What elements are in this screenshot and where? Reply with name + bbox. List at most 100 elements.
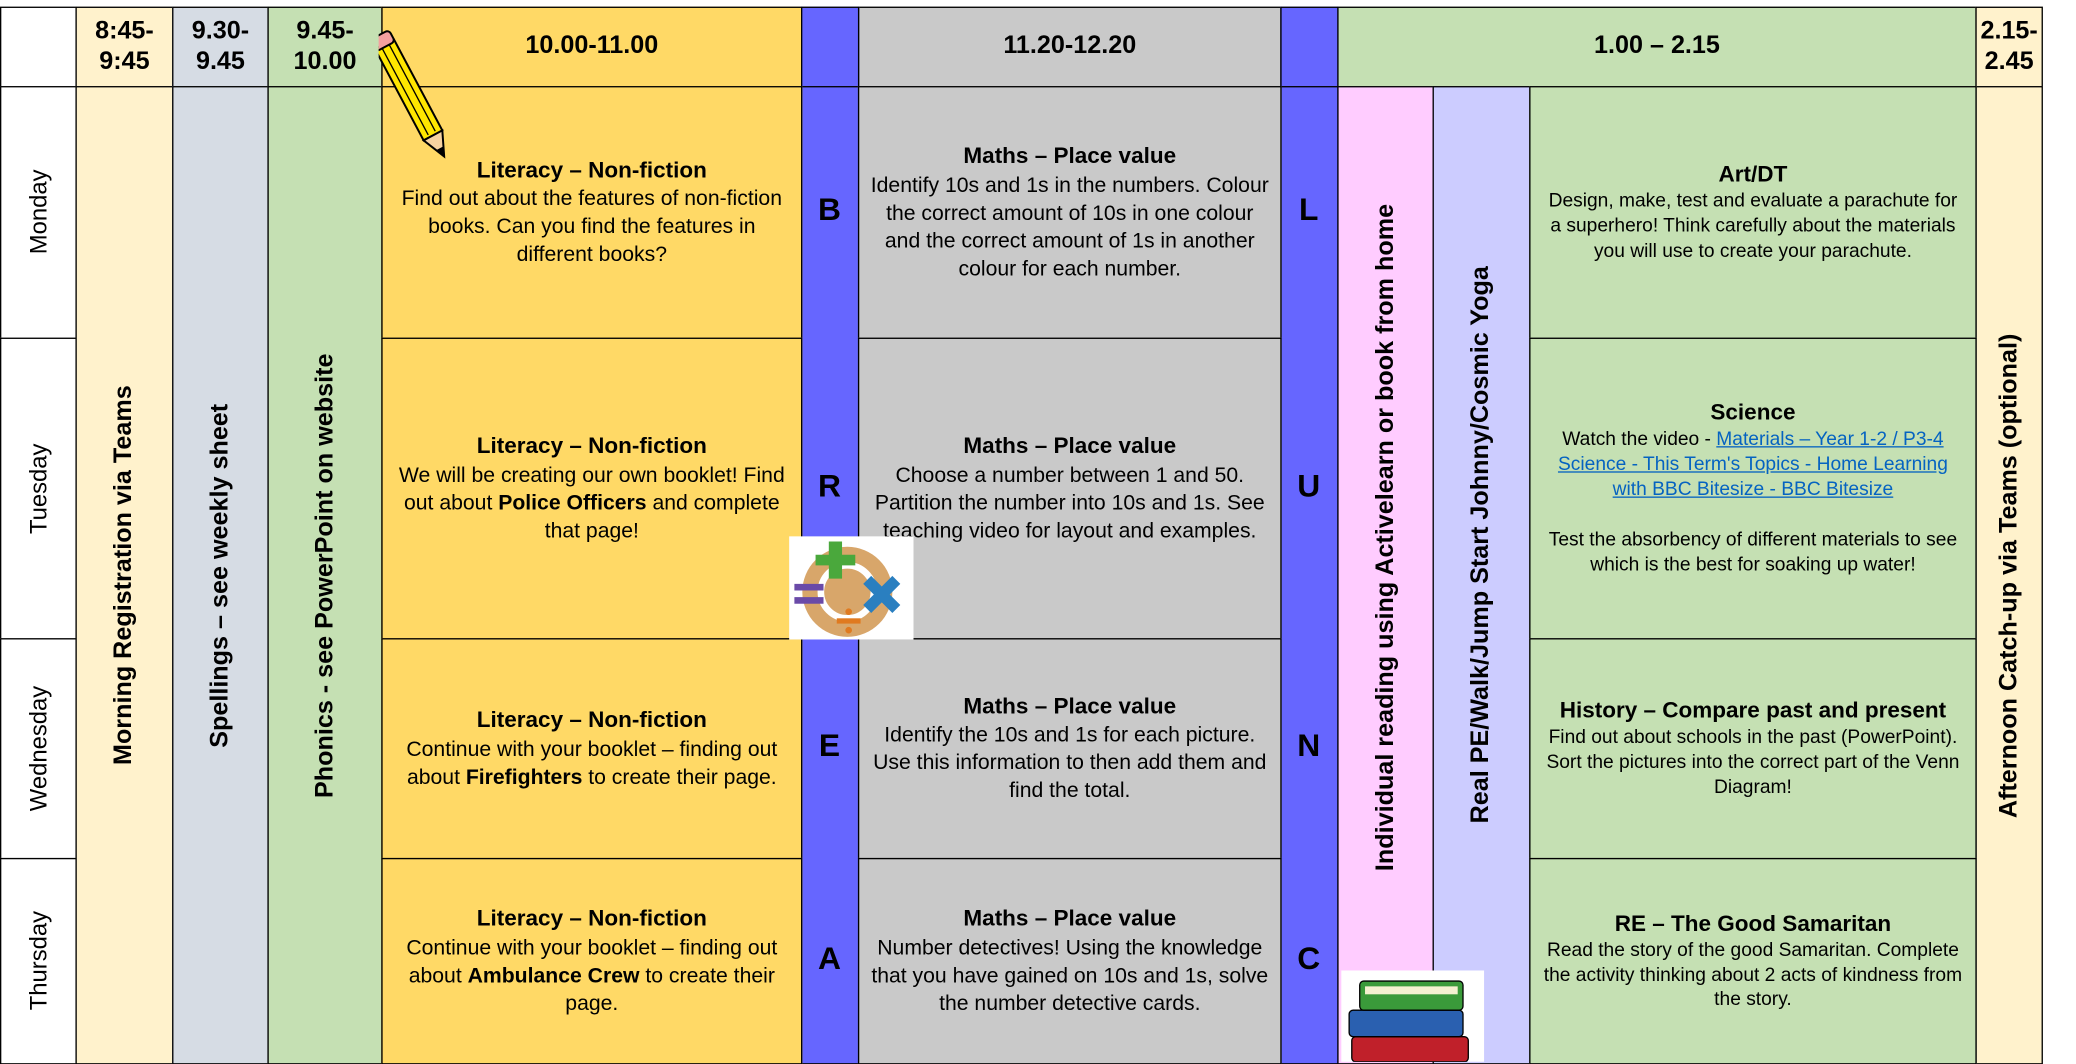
lunch-column — [1280, 86, 1339, 1064]
break-letter: E — [818, 728, 841, 764]
lesson-text: RE – The Good Samaritan Read the story of… — [1531, 909, 1976, 1013]
day-cell: Thursday — [0, 857, 77, 1064]
paragraph: Continue with your booklet – finding out… — [393, 934, 790, 1018]
afternoon-cell: RE – The Good Samaritan Read the story of… — [1529, 857, 1977, 1064]
lesson-text: Art/DT Design, make, test and evaluate a … — [1531, 160, 1976, 264]
registration-column: Morning Registration via Teams — [75, 86, 174, 1064]
text-run: Test the absorbency of different materia… — [1548, 530, 1958, 577]
text-run: Identify the 10s and 1s for each picture… — [873, 724, 1267, 803]
afternoon-cell: Science Watch the video - Materials – Yea… — [1529, 337, 1977, 640]
text-run: Police Officers — [498, 492, 647, 515]
text-run: Number detectives! Using the knowledge t… — [871, 936, 1269, 1016]
text-run: Find out about the features of non-ficti… — [401, 188, 782, 267]
time-header: 11.20-12.20 — [857, 6, 1282, 88]
break-header — [801, 6, 860, 88]
afternoon-cell: History – Compare past and present Find o… — [1529, 638, 1977, 860]
day-cell: Wednesday — [0, 638, 77, 860]
break-letter: R — [817, 468, 841, 504]
lesson-text: Science Watch the video - Materials – Yea… — [1531, 398, 1976, 578]
lesson-title: Science — [1710, 399, 1796, 425]
lesson-text: Literacy – Non-fiction Continue with your… — [383, 706, 801, 792]
lunch-letter: U — [1297, 468, 1321, 504]
lesson-text: Maths – Place value Number detectives! Us… — [859, 904, 1280, 1018]
time-label: 1.00 – 2.15 — [1594, 31, 1720, 60]
time-label: 10.00-11.00 — [525, 31, 659, 60]
lesson-title: History – Compare past and present — [1559, 697, 1947, 724]
text-run: Identify 10s and 1s in the numbers. Colo… — [870, 174, 1269, 281]
maths-icon — [789, 536, 914, 640]
corner-cell — [0, 6, 77, 88]
paragraph: Test the absorbency of different materia… — [1541, 529, 1965, 579]
time-header: 8:45-9:45 — [75, 6, 174, 88]
time-header: 9.30-9.45 — [172, 6, 269, 88]
lesson-title: Maths – Place value — [963, 433, 1177, 459]
text-run: Firefighters — [465, 766, 583, 789]
text-run: We will be creating our own booklet! Fin… — [398, 464, 785, 515]
catch-up-column-label: Afternoon Catch-up via Teams (optional) — [1994, 333, 2023, 818]
lunch-letter: N — [1297, 728, 1321, 764]
lesson-text: Literacy – Non-fiction Continue with your… — [383, 904, 801, 1018]
paragraph: Continue with your booklet – finding out… — [393, 736, 790, 792]
time-label: 9.45-10.00 — [293, 16, 357, 75]
paragraph: Identify the 10s and 1s for each picture… — [870, 722, 1270, 806]
spellings-column-label: Spellings – see weekly sheet — [205, 403, 234, 748]
text-run: Continue with your booklet – finding out… — [406, 936, 778, 988]
lesson-title: Literacy – Non-fiction — [476, 707, 707, 733]
lesson-title: Art/DT — [1718, 161, 1788, 187]
time-label: 11.20-12.20 — [1003, 31, 1137, 60]
literacy-cell: Literacy – Non-fiction Find out about the… — [381, 86, 803, 339]
text-run: Design, make, test and evaluate a parach… — [1548, 191, 1958, 263]
spellings-column: Spellings – see weekly sheet — [172, 86, 269, 1064]
day-cell: Tuesday — [0, 337, 77, 640]
text-run: Choose a number between 1 and 50. Partit… — [874, 464, 1265, 543]
lesson-text: Maths – Place value Identify the 10s and … — [859, 692, 1280, 806]
literacy-cell: Literacy – Non-fiction Continue with your… — [381, 638, 803, 860]
day-cell: Monday — [0, 86, 77, 339]
text-run: to create their page. — [582, 766, 777, 789]
lunch-letter: L — [1299, 191, 1319, 228]
pe-column: Real PE/Walk/Jump Start Johnny/Cosmic Yo… — [1432, 86, 1531, 1064]
catch-up-column: Afternoon Catch-up via Teams (optional) — [1975, 86, 2043, 1064]
day-label: Thursday — [24, 911, 51, 1011]
lesson-text: Literacy – Non-fiction Find out about the… — [383, 156, 801, 270]
lesson-text: Literacy – Non-fiction We will be creatin… — [383, 432, 801, 546]
afternoon-cell: Art/DT Design, make, test and evaluate a … — [1529, 86, 1977, 339]
maths-cell: Maths – Place value Choose a number betwe… — [857, 337, 1282, 640]
lesson-text: Maths – Place value Identify 10s and 1s i… — [859, 142, 1280, 284]
paragraph: Number detectives! Using the knowledge t… — [870, 934, 1270, 1018]
lesson-title: RE – The Good Samaritan — [1614, 910, 1892, 936]
break-letter: A — [817, 940, 841, 977]
break-letter: B — [817, 191, 841, 228]
time-label: 9.30-9.45 — [191, 16, 250, 75]
pe-column-label: Real PE/Walk/Jump Start Johnny/Cosmic Yo… — [1466, 266, 1495, 824]
paragraph: Find out about schools in the past (Powe… — [1541, 726, 1965, 801]
text-run: and complete that page! — [544, 492, 780, 543]
lesson-title: Maths – Place value — [963, 143, 1177, 169]
lunch-header — [1280, 6, 1339, 88]
paragraph: Find out about the features of non-ficti… — [393, 185, 790, 269]
lunch-letter: C — [1297, 940, 1321, 977]
day-label: Tuesday — [24, 443, 51, 534]
phonics-column: Phonics - see PowerPoint on website — [267, 86, 383, 1064]
lesson-text: History – Compare past and present Find o… — [1531, 697, 1976, 801]
lesson-title: Literacy – Non-fiction — [476, 905, 707, 931]
pencil-icon — [378, 30, 446, 159]
text-run: Find out about schools in the past (Powe… — [1546, 727, 1960, 799]
time-label: 8:45-9:45 — [95, 16, 154, 75]
paragraph: Read the story of the good Samaritan. Co… — [1541, 938, 1965, 1013]
lesson-title: Maths – Place value — [963, 693, 1177, 719]
day-label: Wednesday — [24, 685, 51, 812]
text-run: Ambulance Crew — [467, 964, 640, 988]
books-icon — [1341, 970, 1485, 1062]
text-run: to create their page. — [565, 964, 775, 1016]
text-run: Read the story of the good Samaritan. Co… — [1543, 939, 1963, 1011]
text-run: Continue with your booklet – finding out… — [406, 738, 778, 789]
literacy-cell: Literacy – Non-fiction Continue with your… — [381, 857, 803, 1064]
maths-cell: Maths – Place value Identify 10s and 1s i… — [857, 86, 1282, 339]
paragraph: We will be creating our own booklet! Fin… — [393, 461, 790, 545]
paragraph: Identify 10s and 1s in the numbers. Colo… — [870, 171, 1270, 283]
paragraph: Design, make, test and evaluate a parach… — [1541, 190, 1965, 265]
video-link[interactable]: Materials – Year 1-2 / P3-4 Science - Th… — [1557, 428, 1948, 500]
time-header: 10.00-11.00 — [381, 6, 803, 88]
